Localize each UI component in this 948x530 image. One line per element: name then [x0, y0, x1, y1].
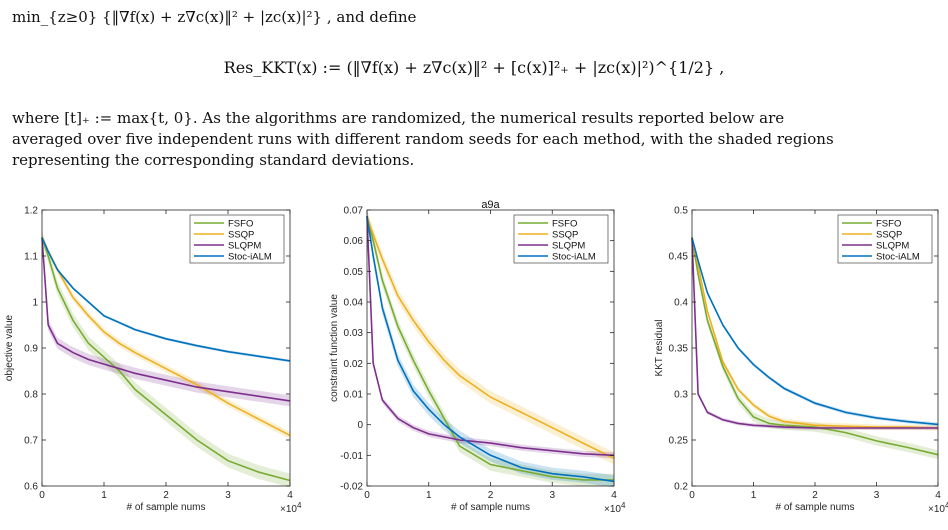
series-line-fsfo	[41, 237, 291, 482]
y-tick-label: 1.2	[24, 206, 38, 217]
x-tick-label: 0	[689, 490, 695, 501]
paragraph-line: representing the corresponding standard …	[12, 151, 415, 169]
y-tick-label: 0.03	[344, 328, 364, 339]
legend-label-slqpm: SLQPM	[228, 241, 261, 252]
legend-label-ssqp: SSQP	[228, 230, 254, 241]
y-tick-label: 0.4	[674, 298, 688, 309]
series-line-stoc-ialm	[691, 237, 939, 426]
x-tick-label: 1	[751, 490, 757, 501]
band-stoc-ialm	[692, 235, 938, 427]
legend-label-ssqp: SSQP	[552, 230, 578, 241]
series-line-slqpm	[366, 216, 615, 457]
y-axis-label: objective value	[4, 314, 15, 381]
series-line-ssqp	[691, 237, 939, 429]
y-axis-label: constraint function value	[329, 294, 340, 402]
x-tick-label: 3	[549, 490, 555, 501]
x-axis-label: # of sample nums	[776, 502, 855, 513]
x-axis-label: # of sample nums	[127, 502, 206, 513]
x-tick-label: 4	[935, 490, 941, 501]
x-tick-label: 0	[364, 490, 370, 501]
series-line-stoc-ialm	[366, 215, 615, 483]
x-tick-label: 2	[812, 490, 818, 501]
y-tick-label: 0.5	[674, 206, 688, 217]
series-line-slqpm	[691, 237, 938, 429]
kkt-residual-equation: Res_KKT(x) := (‖∇f(x) + z∇c(x)‖² + [c(x)…	[223, 58, 725, 77]
legend-label-slqpm: SLQPM	[876, 241, 909, 252]
y-tick-label: 0.6	[24, 482, 38, 493]
x-axis-exponent: ×104	[604, 501, 626, 515]
legend-label-slqpm: SLQPM	[552, 241, 585, 252]
y-tick-label: 0	[357, 420, 363, 431]
y-tick-label: -0.02	[340, 482, 363, 493]
y-tick-label: 0.9	[24, 344, 38, 355]
x-tick-label: 0	[39, 490, 45, 501]
y-tick-label: 1	[32, 298, 38, 309]
legend-label-stoc-ialm: Stoc-iALM	[552, 252, 596, 263]
legend-label-stoc-ialm: Stoc-iALM	[876, 252, 920, 263]
chart-panel-3: 0 1 2 3 4 0.2 0.25 0.3 0.35 0.4 0.45 0.5 # of sample…	[654, 206, 948, 516]
y-tick-label: 0.25	[669, 436, 689, 447]
y-tick-label: 0.05	[344, 267, 364, 278]
series-line-slqpm	[41, 237, 291, 402]
x-axis-exponent: ×104	[928, 501, 948, 515]
legend-label-ssqp: SSQP	[876, 230, 902, 241]
legend-label-fsfo: FSFO	[876, 219, 901, 230]
chart-panel-1: 0 1 2 3 4 0.6 0.7 0.8 0.9 1 1.1 1.2 # of sample nums…	[4, 206, 302, 516]
x-tick-label: 1	[101, 490, 107, 501]
y-tick-label: 0.04	[344, 298, 364, 309]
y-tick-label: 0.01	[344, 390, 364, 401]
band-slqpm	[42, 232, 290, 407]
y-tick-label: 0.2	[674, 482, 688, 493]
paragraph-line: averaged over five independent runs with…	[12, 130, 834, 148]
y-tick-label: 1.1	[24, 252, 38, 263]
x-tick-label: 4	[287, 490, 293, 501]
legend-label-fsfo: FSFO	[552, 219, 577, 230]
y-tick-label: 0.7	[24, 436, 38, 447]
y-tick-label: 0.35	[669, 344, 689, 355]
series-line-stoc-ialm	[41, 237, 291, 362]
y-tick-label: 0.45	[669, 252, 689, 263]
figure-svg: 0 1 2 3 4 0.6 0.7 0.8 0.9 1 1.1 1.2 # of sample nums…	[4, 199, 948, 516]
x-tick-label: 3	[225, 490, 231, 501]
x-tick-label: 1	[426, 490, 432, 501]
chart-panel-2: 0 1 2 3 4 -0.02 -0.01 0 0.01 0.02 0.03 0.04 0.05 0.06…	[329, 199, 626, 515]
series-line-ssqp	[41, 237, 291, 437]
paragraph-line: where [t]₊ := max{t, 0}. As the algorith…	[12, 109, 785, 127]
x-axis-exponent: ×104	[280, 501, 302, 515]
x-tick-label: 2	[163, 490, 169, 501]
chart-title: a9a	[481, 200, 500, 211]
y-tick-label: 0.3	[674, 390, 688, 401]
legend-label-fsfo: FSFO	[228, 219, 253, 230]
equation-line-min: min_{z≥0} {‖∇f(x) + z∇c(x)‖² + |zc(x)|²}…	[12, 8, 417, 26]
figure-a9a: 0 1 2 3 4 0.6 0.7 0.8 0.9 1 1.1 1.2 # of sample nums…	[0, 199, 948, 526]
y-tick-label: 0.02	[344, 359, 364, 370]
y-tick-label: -0.01	[340, 451, 363, 462]
paragraph: where [t]₊ := max{t, 0}. As the algorith…	[12, 108, 936, 171]
y-tick-label: 0.07	[344, 206, 364, 217]
x-tick-label: 3	[874, 490, 880, 501]
series-line-fsfo	[691, 237, 939, 456]
x-tick-label: 4	[611, 490, 617, 501]
y-axis-label: KKT residual	[654, 319, 665, 376]
y-tick-label: 0.8	[24, 390, 38, 401]
x-tick-label: 2	[488, 490, 494, 501]
legend-label-stoc-ialm: Stoc-iALM	[228, 252, 272, 263]
series-line-ssqp	[366, 215, 615, 460]
y-tick-label: 0.06	[344, 236, 364, 247]
x-axis-label: # of sample nums	[451, 502, 530, 513]
series-line-fsfo	[366, 215, 614, 481]
